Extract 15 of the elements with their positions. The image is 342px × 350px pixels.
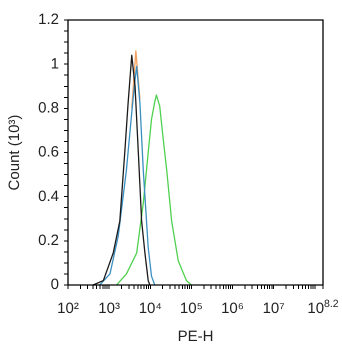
y-tick-label: 0 xyxy=(50,276,59,294)
x-tick-label: 10² xyxy=(57,300,79,317)
y-tick-label: 1.2 xyxy=(38,11,59,28)
x-axis-title: PE-H xyxy=(178,328,214,346)
y-axis-title: Count (10³) xyxy=(6,114,24,190)
x-tick-label: 10⁷ xyxy=(262,300,285,317)
x-tick-label: 10⁵ xyxy=(180,300,203,317)
y-tick-label: 0.8 xyxy=(38,99,59,116)
y-tick-label: 1 xyxy=(50,55,59,72)
x-tick-label: 10³ xyxy=(98,300,120,317)
y-tick-label: 0.4 xyxy=(38,188,59,205)
y-tick-label: 0.6 xyxy=(38,144,59,161)
x-tick-label: 10⁶ xyxy=(221,300,244,317)
y-tick-label: 0.2 xyxy=(38,232,59,249)
x-tick-label: 10⁴ xyxy=(138,300,162,317)
